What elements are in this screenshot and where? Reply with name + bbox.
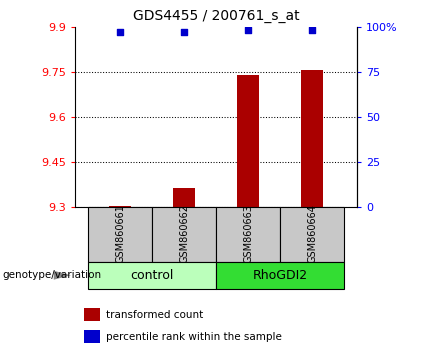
Text: genotype/variation: genotype/variation (2, 270, 101, 280)
Bar (152, 207, 216, 262)
Bar (237, 75, 259, 207)
Point (245, 27, 252, 33)
Title: GDS4455 / 200761_s_at: GDS4455 / 200761_s_at (133, 9, 299, 23)
Bar (216, 262, 344, 289)
Bar (84, 308, 101, 321)
Polygon shape (54, 271, 71, 280)
Bar (88, 262, 216, 289)
Bar (216, 207, 280, 262)
Bar (84, 330, 101, 343)
Bar (280, 207, 344, 262)
Bar (109, 206, 131, 207)
Text: GSM860663: GSM860663 (243, 204, 253, 263)
Point (117, 29, 123, 35)
Text: percentile rank within the sample: percentile rank within the sample (107, 332, 283, 342)
Point (181, 29, 187, 35)
Point (309, 27, 316, 33)
Text: GSM860661: GSM860661 (115, 204, 125, 263)
Text: transformed count: transformed count (107, 309, 204, 320)
Bar (301, 70, 323, 207)
Text: GSM860664: GSM860664 (307, 204, 317, 263)
Text: GSM860662: GSM860662 (179, 204, 189, 263)
Text: control: control (130, 269, 174, 282)
Bar (88, 207, 152, 262)
Bar (173, 188, 195, 207)
Text: RhoGDI2: RhoGDI2 (252, 269, 307, 282)
